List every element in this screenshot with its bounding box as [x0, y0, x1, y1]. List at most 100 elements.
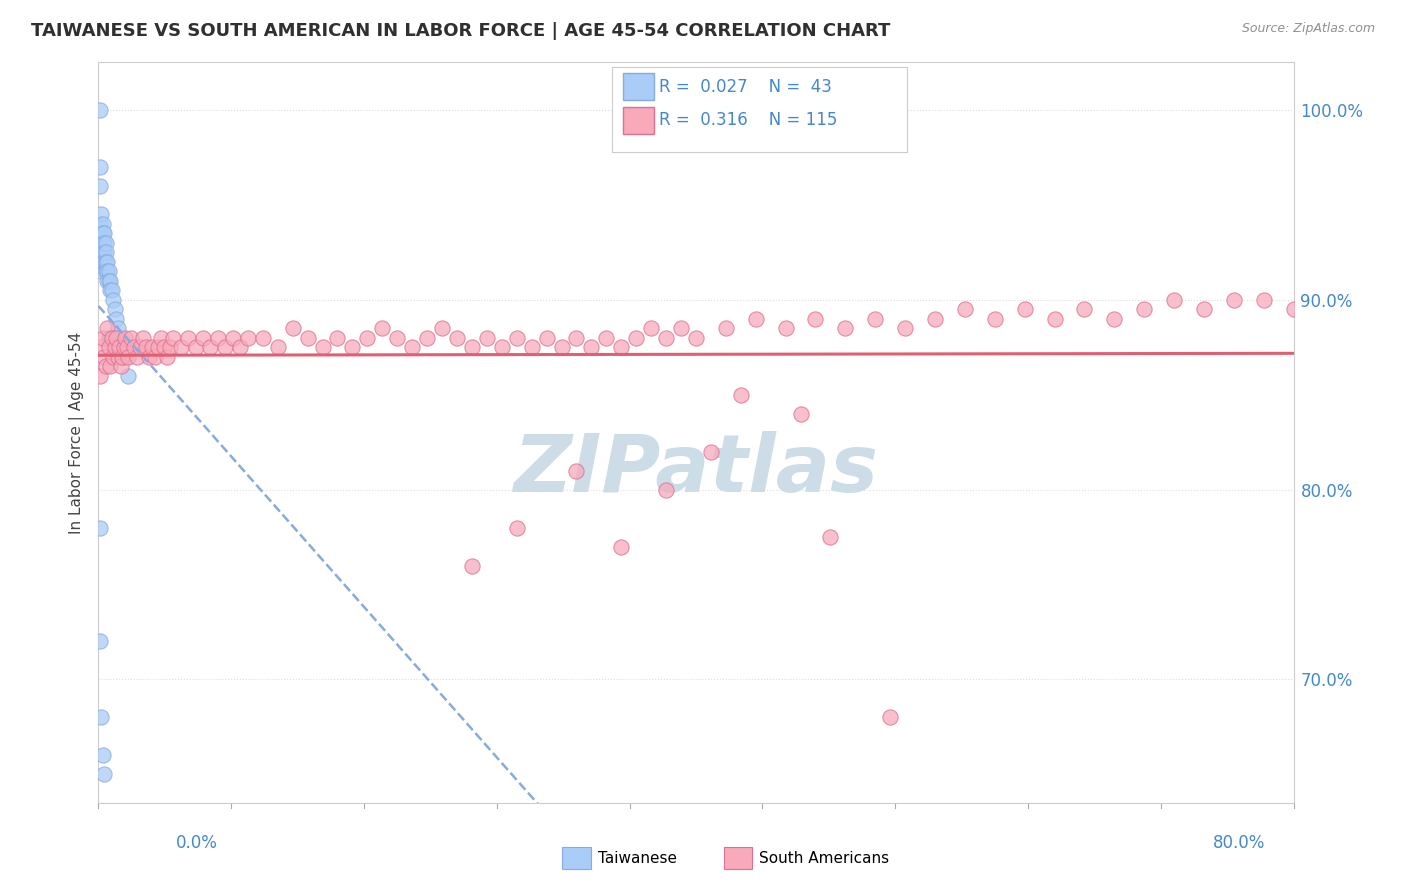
Text: R =  0.316    N = 115: R = 0.316 N = 115	[659, 112, 838, 129]
Point	[90, 710, 112, 724]
Point	[1223, 293, 1246, 307]
Point	[236, 331, 259, 345]
Point	[610, 340, 633, 354]
Point	[117, 350, 139, 364]
Point	[1253, 293, 1275, 307]
Point	[1133, 302, 1156, 317]
Point	[700, 444, 723, 458]
Point	[93, 767, 115, 781]
Text: 0.0%: 0.0%	[176, 834, 218, 852]
Point	[98, 274, 122, 288]
Point	[107, 321, 129, 335]
Point	[184, 340, 207, 354]
Point	[111, 350, 134, 364]
Point	[129, 340, 152, 354]
Point	[297, 331, 319, 345]
Point	[222, 331, 245, 345]
Point	[89, 178, 111, 193]
Point	[879, 710, 901, 724]
Point	[111, 350, 134, 364]
Point	[565, 464, 588, 478]
Point	[98, 331, 122, 345]
Point	[89, 368, 111, 383]
Point	[91, 331, 114, 345]
Point	[91, 245, 114, 260]
Point	[143, 350, 166, 364]
Point	[506, 331, 529, 345]
Point	[311, 340, 333, 354]
Point	[416, 331, 439, 345]
Point	[506, 520, 529, 534]
Point	[98, 359, 122, 374]
Point	[804, 311, 827, 326]
Point	[141, 340, 163, 354]
Point	[90, 264, 112, 278]
Point	[371, 321, 394, 335]
Point	[200, 340, 222, 354]
Point	[461, 340, 484, 354]
Point	[356, 331, 378, 345]
Point	[97, 274, 120, 288]
Point	[101, 331, 124, 345]
Text: South Americans: South Americans	[759, 851, 890, 865]
Point	[446, 331, 468, 345]
Point	[110, 340, 132, 354]
Point	[953, 302, 976, 317]
Point	[97, 331, 120, 345]
Point	[104, 340, 127, 354]
Point	[491, 340, 513, 354]
Point	[114, 331, 136, 345]
Point	[730, 387, 752, 401]
Point	[94, 359, 117, 374]
Point	[97, 264, 120, 278]
Point	[117, 368, 139, 383]
Point	[90, 340, 112, 354]
Point	[112, 340, 135, 354]
Text: Taiwanese: Taiwanese	[598, 851, 676, 865]
Point	[229, 340, 252, 354]
Point	[89, 634, 111, 648]
Point	[115, 340, 138, 354]
Point	[90, 207, 112, 221]
Point	[132, 331, 155, 345]
Point	[105, 331, 128, 345]
Point	[191, 331, 214, 345]
Point	[169, 340, 191, 354]
Point	[1073, 302, 1095, 317]
Point	[91, 227, 114, 241]
Point	[89, 217, 111, 231]
Point	[385, 331, 409, 345]
Point	[685, 331, 707, 345]
Point	[94, 264, 117, 278]
Point	[93, 227, 115, 241]
Point	[93, 235, 115, 250]
Point	[669, 321, 692, 335]
Point	[96, 274, 118, 288]
Point	[430, 321, 453, 335]
Point	[834, 321, 856, 335]
Point	[745, 311, 768, 326]
Text: Source: ZipAtlas.com: Source: ZipAtlas.com	[1241, 22, 1375, 36]
Y-axis label: In Labor Force | Age 45-54: In Labor Force | Age 45-54	[69, 332, 84, 533]
Point	[94, 254, 117, 268]
Point	[177, 331, 200, 345]
Text: R =  0.027    N =  43: R = 0.027 N = 43	[659, 78, 832, 95]
Point	[148, 340, 170, 354]
Point	[90, 227, 112, 241]
Point	[520, 340, 543, 354]
Point	[865, 311, 887, 326]
Point	[775, 321, 797, 335]
Point	[789, 407, 811, 421]
Point	[655, 483, 678, 497]
Point	[156, 350, 179, 364]
Point	[207, 331, 229, 345]
Point	[565, 331, 588, 345]
Point	[159, 340, 181, 354]
Point	[108, 331, 131, 345]
Point	[1014, 302, 1036, 317]
Point	[581, 340, 603, 354]
Text: TAIWANESE VS SOUTH AMERICAN IN LABOR FORCE | AGE 45-54 CORRELATION CHART: TAIWANESE VS SOUTH AMERICAN IN LABOR FOR…	[31, 22, 890, 40]
Point	[820, 530, 842, 544]
Point	[89, 103, 111, 117]
Text: 80.0%: 80.0%	[1213, 834, 1265, 852]
